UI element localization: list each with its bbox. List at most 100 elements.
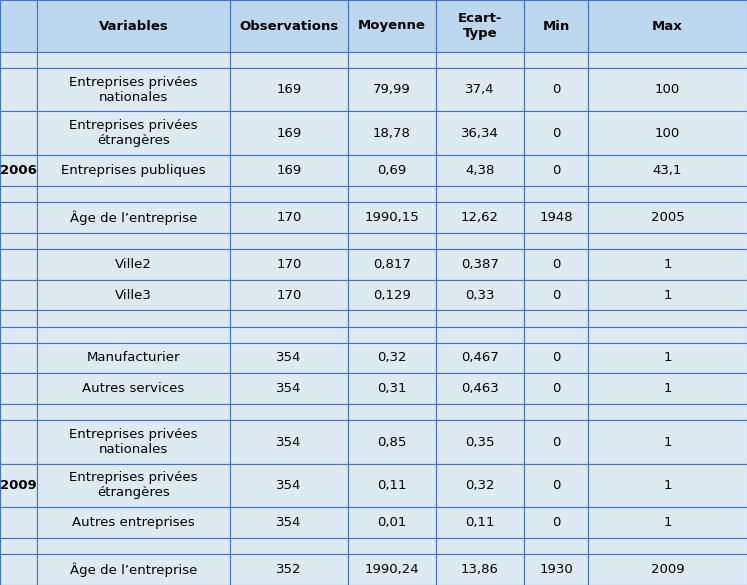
Bar: [230, 202, 348, 233]
Text: Âge de l’entreprise: Âge de l’entreprise: [69, 210, 197, 225]
Text: 1: 1: [663, 435, 672, 449]
Bar: [436, 186, 524, 202]
Bar: [0, 202, 37, 233]
Text: 170: 170: [276, 288, 302, 301]
Bar: [588, 507, 747, 538]
Bar: [230, 404, 348, 420]
Bar: [348, 0, 436, 52]
Bar: [524, 52, 588, 68]
Text: 0,32: 0,32: [377, 352, 407, 364]
Bar: [436, 68, 524, 112]
Bar: [588, 326, 747, 343]
Bar: [524, 343, 588, 373]
Text: 0,35: 0,35: [465, 435, 495, 449]
Bar: [588, 538, 747, 554]
Text: 0,817: 0,817: [373, 257, 411, 271]
Bar: [348, 404, 436, 420]
Bar: [37, 280, 230, 311]
Bar: [37, 554, 230, 585]
Bar: [37, 420, 230, 464]
Bar: [524, 373, 588, 404]
Text: 1948: 1948: [539, 211, 573, 224]
Text: 0: 0: [552, 479, 560, 492]
Bar: [348, 464, 436, 507]
Bar: [0, 0, 37, 52]
Bar: [588, 420, 747, 464]
Text: Entreprises publiques: Entreprises publiques: [61, 164, 206, 177]
Text: Moyenne: Moyenne: [358, 19, 426, 33]
Bar: [436, 311, 524, 326]
Bar: [524, 233, 588, 249]
Bar: [348, 326, 436, 343]
Bar: [0, 343, 37, 373]
Text: 0,33: 0,33: [465, 288, 495, 301]
Bar: [230, 68, 348, 112]
Bar: [588, 202, 747, 233]
Bar: [37, 0, 230, 52]
Text: Entreprises privées
nationales: Entreprises privées nationales: [69, 428, 198, 456]
Bar: [0, 326, 37, 343]
Bar: [230, 554, 348, 585]
Bar: [524, 280, 588, 311]
Bar: [524, 249, 588, 280]
Bar: [0, 554, 37, 585]
Text: 79,99: 79,99: [373, 83, 411, 97]
Bar: [0, 538, 37, 554]
Text: Ville3: Ville3: [115, 288, 152, 301]
Bar: [230, 249, 348, 280]
Bar: [37, 249, 230, 280]
Bar: [0, 404, 37, 420]
Text: 1: 1: [663, 288, 672, 301]
Text: 1990,15: 1990,15: [365, 211, 419, 224]
Text: 354: 354: [276, 435, 302, 449]
Bar: [436, 233, 524, 249]
Bar: [524, 311, 588, 326]
Text: Manufacturier: Manufacturier: [87, 352, 180, 364]
Bar: [230, 420, 348, 464]
Text: 4,38: 4,38: [465, 164, 495, 177]
Bar: [588, 249, 747, 280]
Bar: [37, 343, 230, 373]
Text: Autres entreprises: Autres entreprises: [72, 516, 195, 529]
Bar: [524, 112, 588, 155]
Bar: [37, 186, 230, 202]
Bar: [436, 326, 524, 343]
Text: 43,1: 43,1: [653, 164, 682, 177]
Bar: [348, 249, 436, 280]
Bar: [524, 155, 588, 186]
Text: 1: 1: [663, 479, 672, 492]
Text: 37,4: 37,4: [465, 83, 495, 97]
Text: 0,11: 0,11: [465, 516, 495, 529]
Bar: [0, 280, 37, 311]
Text: 354: 354: [276, 352, 302, 364]
Bar: [0, 464, 37, 507]
Bar: [37, 538, 230, 554]
Bar: [436, 52, 524, 68]
Bar: [588, 373, 747, 404]
Bar: [524, 326, 588, 343]
Bar: [436, 280, 524, 311]
Bar: [348, 554, 436, 585]
Text: Min: Min: [542, 19, 570, 33]
Text: Variables: Variables: [99, 19, 168, 33]
Text: Ecart-
Type: Ecart- Type: [458, 12, 502, 40]
Bar: [0, 52, 37, 68]
Text: Max: Max: [652, 19, 683, 33]
Bar: [436, 538, 524, 554]
Text: 0,463: 0,463: [461, 383, 499, 395]
Bar: [0, 233, 37, 249]
Bar: [230, 373, 348, 404]
Bar: [0, 420, 37, 464]
Bar: [588, 554, 747, 585]
Bar: [348, 538, 436, 554]
Bar: [230, 155, 348, 186]
Text: 170: 170: [276, 257, 302, 271]
Text: 2009: 2009: [651, 563, 684, 576]
Bar: [0, 186, 37, 202]
Bar: [230, 52, 348, 68]
Bar: [588, 68, 747, 112]
Text: 0,31: 0,31: [377, 383, 407, 395]
Bar: [588, 155, 747, 186]
Bar: [348, 343, 436, 373]
Bar: [524, 186, 588, 202]
